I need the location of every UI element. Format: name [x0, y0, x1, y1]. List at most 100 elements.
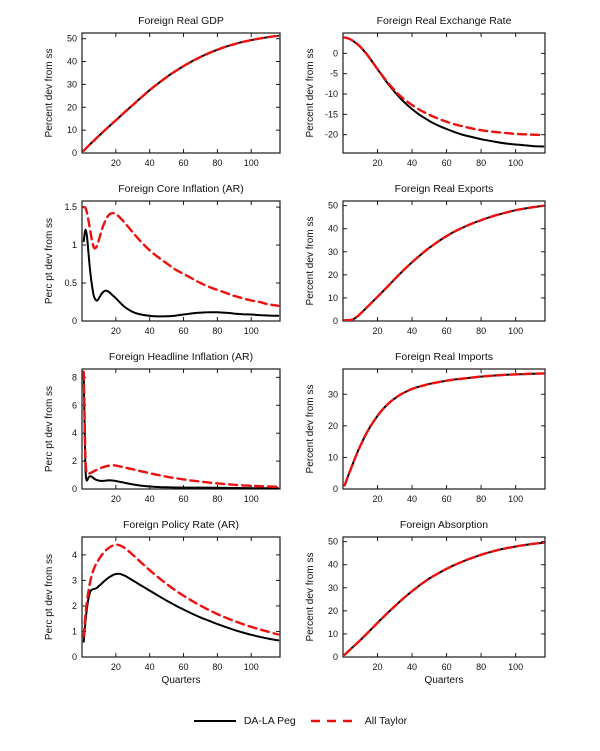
y-tick-label: 40	[67, 57, 77, 67]
x-tick-label: 40	[145, 158, 155, 168]
x-tick-label: 40	[407, 326, 417, 336]
y-tick-label: 0	[72, 316, 77, 326]
y-tick-label: 0	[333, 484, 338, 494]
x-tick-label: 40	[145, 662, 155, 672]
chart-title: Foreign Headline Inflation (AR)	[109, 351, 253, 363]
y-tick-label: 1.5	[64, 202, 77, 212]
y-tick-label: 2	[72, 601, 77, 611]
y-tick-label: 20	[328, 606, 338, 616]
x-tick-label: 100	[244, 158, 259, 168]
plot-frame	[342, 200, 546, 322]
x-tick-label: 20	[373, 494, 383, 504]
y-tick-label: 0	[333, 48, 338, 58]
legend-item-da-la-peg: DA-LA Peg	[193, 715, 296, 727]
x-axis-label: Quarters	[425, 675, 464, 686]
y-tick-label: 50	[67, 34, 77, 44]
chart-title: Foreign Real GDP	[138, 15, 224, 27]
x-tick-label: 60	[179, 494, 189, 504]
series-line-all-taylor	[343, 36, 545, 137]
series-line-da-la-peg	[82, 228, 280, 318]
y-tick-label: 10	[328, 293, 338, 303]
x-tick-label: 100	[508, 326, 523, 336]
plot-frame	[342, 32, 546, 154]
y-tick-label: -15	[325, 109, 338, 119]
x-tick-label: 80	[212, 494, 222, 504]
x-axis-label: Quarters	[162, 675, 201, 686]
x-tick-label: 60	[179, 158, 189, 168]
chart-panel-foreign-core-inflation-ar: Foreign Core Inflation (AR) Perc pt dev f…	[44, 183, 281, 336]
x-tick-label: 20	[111, 494, 121, 504]
series-line-da-la-peg	[82, 34, 280, 152]
y-tick-label: 50	[328, 537, 338, 547]
x-tick-label: 80	[212, 158, 222, 168]
x-tick-label: 100	[508, 494, 523, 504]
x-tick-label: 20	[373, 326, 383, 336]
y-tick-label: 20	[67, 102, 77, 112]
chart-title: Foreign Policy Rate (AR)	[123, 519, 239, 531]
y-tick-label: 30	[67, 79, 77, 89]
y-tick-label: 30	[328, 583, 338, 593]
legend-solid-line-icon	[193, 720, 236, 722]
x-tick-label: 60	[442, 494, 452, 504]
x-tick-label: 80	[476, 158, 486, 168]
x-tick-label: 100	[244, 326, 259, 336]
x-tick-label: 80	[212, 326, 222, 336]
series-line-all-taylor	[82, 543, 280, 638]
series-line-da-la-peg	[82, 572, 280, 643]
x-tick-label: 80	[476, 662, 486, 672]
x-tick-label: 20	[373, 158, 383, 168]
y-tick-label: 0	[72, 652, 77, 662]
series-line-da-la-peg	[82, 370, 280, 489]
x-tick-label: 80	[476, 326, 486, 336]
x-tick-label: 40	[145, 326, 155, 336]
x-tick-label: 20	[111, 158, 121, 168]
legend: DA-LA Peg All Taylor	[0, 704, 600, 738]
chart-title: Foreign Real Exports	[395, 183, 494, 195]
series-line-da-la-peg	[343, 36, 545, 148]
x-tick-label: 40	[145, 494, 155, 504]
y-tick-label: 30	[328, 389, 338, 399]
x-tick-label: 100	[508, 662, 523, 672]
x-tick-label: 60	[442, 158, 452, 168]
chart-title: Foreign Core Inflation (AR)	[118, 183, 243, 195]
y-tick-label: 8	[72, 372, 77, 382]
x-tick-label: 60	[442, 662, 452, 672]
x-tick-label: 100	[244, 494, 259, 504]
y-axis-label: Percent dev from ss	[305, 217, 316, 306]
chart-panel-foreign-real-exchange-rate: Foreign Real Exchange Rate Percent dev fr…	[305, 15, 546, 168]
y-tick-label: 20	[328, 270, 338, 280]
y-tick-label: 6	[72, 400, 77, 410]
legend-label-all-taylor: All Taylor	[364, 715, 408, 727]
y-tick-label: 0	[333, 316, 338, 326]
x-tick-label: 80	[212, 662, 222, 672]
y-tick-label: 10	[328, 629, 338, 639]
x-tick-label: 60	[442, 326, 452, 336]
x-tick-label: 100	[244, 662, 259, 672]
chart-panel-foreign-policy-rate-ar: Foreign Policy Rate (AR) Perc pt dev from…	[44, 519, 281, 686]
y-tick-label: 4	[72, 428, 77, 438]
y-tick-label: 1	[72, 240, 77, 250]
y-axis-label: Perc pt dev from ss	[44, 554, 55, 640]
chart-panel-foreign-real-exports: Foreign Real Exports Percent dev from ss 2…	[305, 183, 546, 336]
series-line-all-taylor	[82, 370, 280, 488]
chart-title: Foreign Real Imports	[395, 351, 493, 363]
y-tick-label: 0.5	[64, 278, 77, 288]
chart-title: Foreign Absorption	[400, 519, 488, 531]
x-tick-label: 80	[476, 494, 486, 504]
y-tick-label: 10	[67, 125, 77, 135]
y-tick-label: -10	[325, 89, 338, 99]
chart-panel-foreign-real-gdp: Foreign Real GDP Percent dev from ss 20 40 6…	[44, 15, 281, 168]
y-tick-label: 0	[72, 148, 77, 158]
y-tick-label: 10	[328, 452, 338, 462]
y-axis-label: Perc pt dev from ss	[44, 218, 55, 304]
y-tick-label: 0	[333, 652, 338, 662]
series-line-da-la-peg	[343, 372, 545, 487]
x-tick-label: 20	[111, 662, 121, 672]
chart-panel-foreign-absorption: Foreign Absorption Percent dev from ss Qua…	[305, 519, 546, 686]
series-line-da-la-peg	[343, 204, 545, 321]
y-tick-label: 50	[328, 201, 338, 211]
y-axis-label: Perc pt dev from ss	[44, 386, 55, 472]
y-axis-label: Percent dev from ss	[44, 49, 55, 138]
y-tick-label: 40	[328, 560, 338, 570]
